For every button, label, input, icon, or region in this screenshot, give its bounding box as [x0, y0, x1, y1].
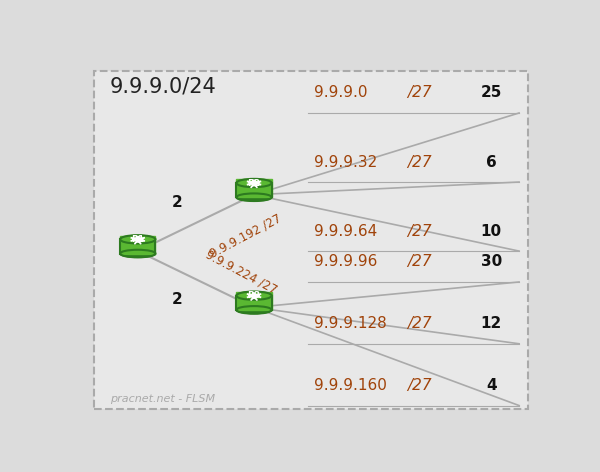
FancyBboxPatch shape — [236, 292, 272, 310]
Text: R3: R3 — [247, 291, 260, 300]
Text: R2: R2 — [247, 178, 260, 187]
Text: 9.9.9.64: 9.9.9.64 — [314, 224, 378, 238]
Text: 30: 30 — [481, 254, 502, 270]
Text: R1: R1 — [131, 235, 145, 244]
Text: /27: /27 — [407, 85, 432, 101]
Text: 9.9.9.160: 9.9.9.160 — [314, 378, 388, 393]
Text: 2: 2 — [172, 292, 182, 307]
Text: 9.9.9.224 /27: 9.9.9.224 /27 — [203, 248, 279, 296]
FancyBboxPatch shape — [120, 236, 155, 253]
Text: /27: /27 — [407, 316, 432, 331]
Text: 9.9.9.0/24: 9.9.9.0/24 — [110, 76, 217, 97]
Text: /27: /27 — [407, 378, 432, 393]
Text: 12: 12 — [481, 316, 502, 331]
Ellipse shape — [236, 194, 272, 201]
FancyBboxPatch shape — [236, 179, 272, 197]
Ellipse shape — [120, 235, 155, 244]
Text: 9.9.9.32: 9.9.9.32 — [314, 154, 378, 169]
Text: 9.9.9.0: 9.9.9.0 — [314, 85, 368, 101]
Text: 2: 2 — [172, 195, 182, 211]
Text: 4: 4 — [486, 378, 496, 393]
Text: 9.9.9.128: 9.9.9.128 — [314, 316, 387, 331]
Text: pracnet.net - FLSM: pracnet.net - FLSM — [110, 394, 215, 404]
Ellipse shape — [236, 306, 272, 314]
Text: 6: 6 — [486, 154, 497, 169]
Text: 25: 25 — [481, 85, 502, 101]
Text: /27: /27 — [407, 254, 432, 270]
Ellipse shape — [120, 250, 155, 257]
Ellipse shape — [236, 292, 272, 300]
Text: /27: /27 — [407, 154, 432, 169]
Text: 9.9.9.192 /27: 9.9.9.192 /27 — [208, 211, 283, 260]
Text: 9.9.9.96: 9.9.9.96 — [314, 254, 378, 270]
Text: 10: 10 — [481, 224, 502, 238]
FancyBboxPatch shape — [94, 71, 529, 409]
Text: /27: /27 — [407, 224, 432, 238]
Ellipse shape — [236, 179, 272, 187]
